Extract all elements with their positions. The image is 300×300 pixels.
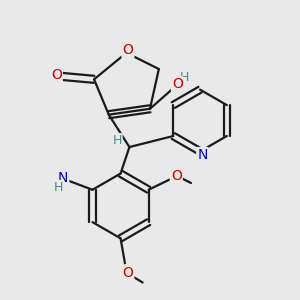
Text: H: H xyxy=(112,134,122,147)
Text: O: O xyxy=(171,169,182,184)
Text: O: O xyxy=(122,44,134,58)
Text: O: O xyxy=(51,68,62,82)
Text: H: H xyxy=(180,71,189,84)
Text: O: O xyxy=(172,77,183,91)
Text: O: O xyxy=(122,266,134,280)
Text: H: H xyxy=(54,181,63,194)
Text: N: N xyxy=(58,171,68,185)
Text: N: N xyxy=(197,148,208,162)
